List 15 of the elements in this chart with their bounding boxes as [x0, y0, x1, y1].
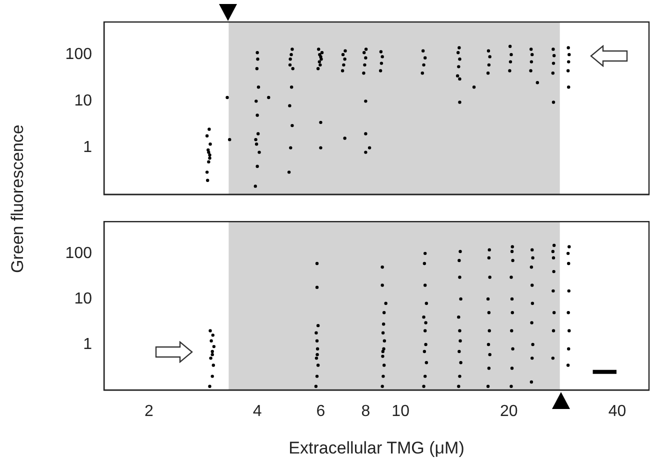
x-tick-label: 2: [144, 403, 154, 420]
x-tick-label: 20: [500, 403, 518, 420]
y-tick-label: 1: [83, 336, 92, 353]
y-tick-label: 100: [65, 244, 92, 262]
y-tick-label: 10: [74, 92, 92, 110]
x-tick-label: 6: [316, 403, 326, 420]
y-tick-label: 100: [65, 46, 92, 63]
x-tick-label: 4: [252, 403, 262, 420]
x-tick-label: 40: [608, 403, 626, 420]
y-tick-label: 1: [83, 139, 92, 156]
y-axis-title: Green fluorescence: [8, 124, 28, 273]
y-tick-label: 10: [74, 290, 92, 308]
x-axis-title: Extracellular TMG (μM): [288, 438, 464, 458]
x-tick-label: 10: [392, 403, 410, 420]
x-tick-label: 8: [361, 403, 370, 420]
